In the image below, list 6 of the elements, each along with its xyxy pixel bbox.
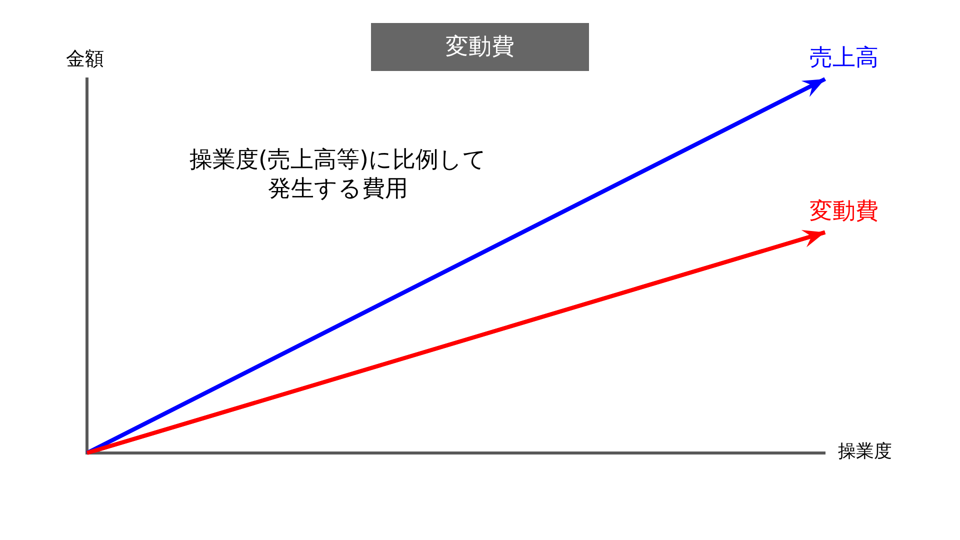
y-axis-title: 金額 xyxy=(66,47,104,72)
annotation: 操業度(売上高等)に比例して発生する費用 xyxy=(188,146,488,204)
x-axis-title: 操業度 xyxy=(838,440,892,463)
series-label: 変動費 xyxy=(810,198,878,224)
series-label: 売上高 xyxy=(810,45,878,71)
chart-title: 変動費 xyxy=(371,23,589,71)
